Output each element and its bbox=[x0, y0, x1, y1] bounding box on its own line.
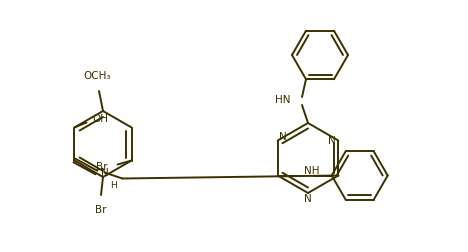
Text: N: N bbox=[279, 132, 286, 142]
Text: OH: OH bbox=[92, 114, 109, 124]
Text: HN: HN bbox=[275, 95, 290, 105]
Text: N: N bbox=[329, 136, 336, 145]
Text: N: N bbox=[304, 194, 312, 204]
Text: H: H bbox=[110, 181, 117, 191]
Text: NH: NH bbox=[304, 166, 319, 175]
Text: OCH₃: OCH₃ bbox=[83, 71, 111, 81]
Text: N: N bbox=[102, 169, 109, 178]
Text: Br: Br bbox=[95, 205, 107, 215]
Text: Br: Br bbox=[96, 162, 108, 172]
